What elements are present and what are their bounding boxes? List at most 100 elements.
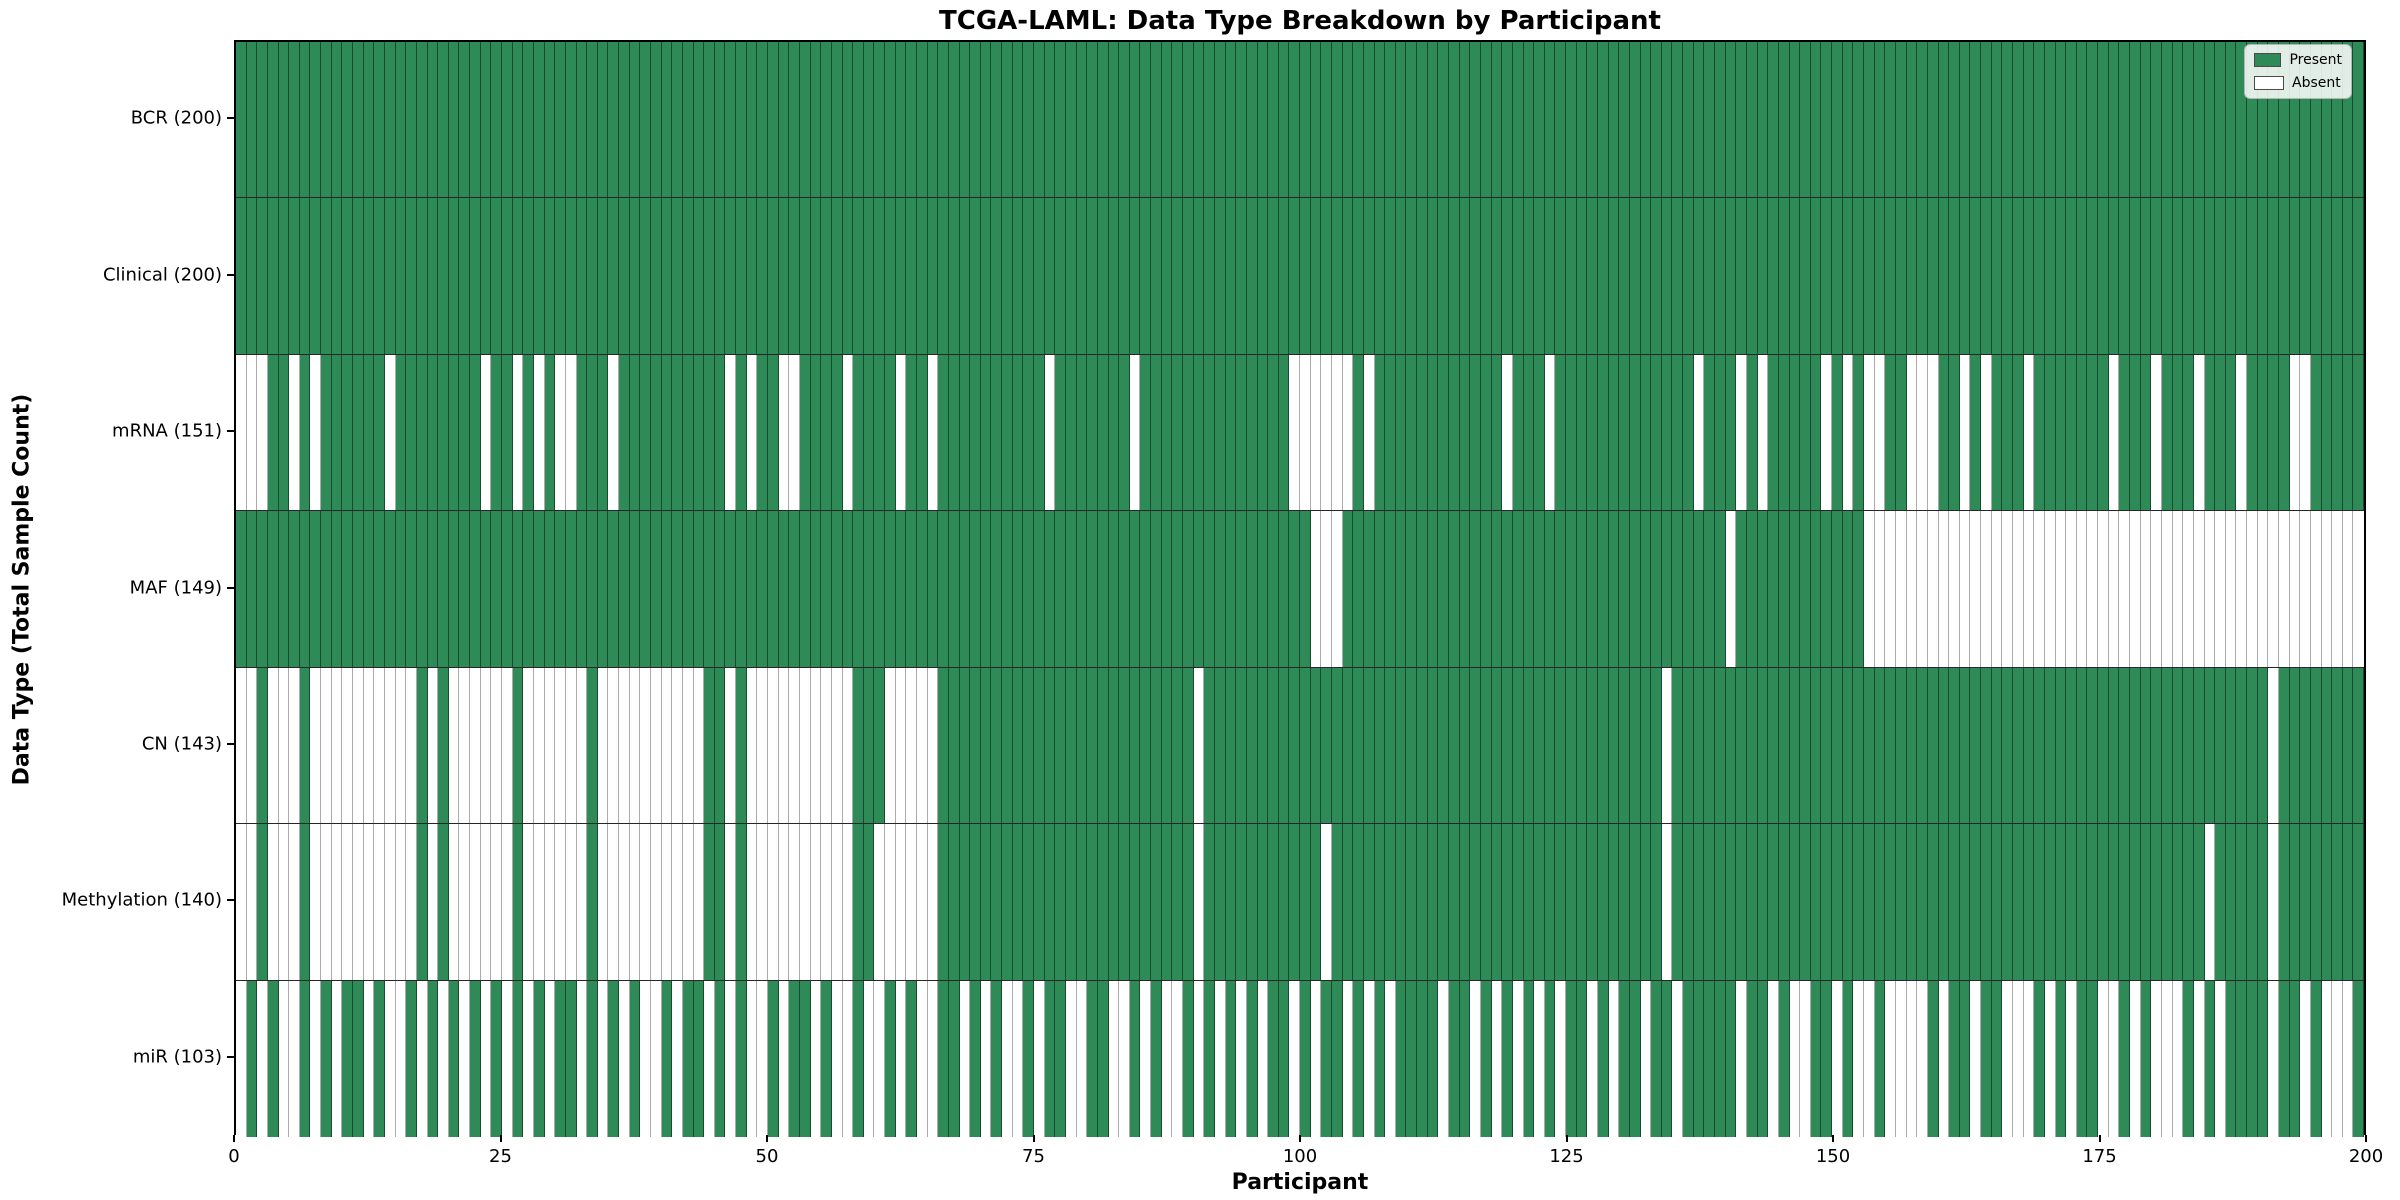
heatmap-cell: [980, 667, 992, 824]
heatmap-cell: [2183, 667, 2194, 824]
heatmap-cell: [1736, 354, 1747, 511]
heatmap-cell: [1661, 198, 1673, 354]
heatmap-cell: [1587, 980, 1598, 1137]
heatmap-cell: [1938, 980, 1950, 1137]
heatmap-cell: [2204, 824, 2216, 980]
heatmap-cell: [1151, 198, 1162, 354]
heatmap-cell: [1853, 667, 1865, 824]
heatmap-cell: [1044, 198, 1056, 354]
heatmap-cell: [1640, 198, 1652, 354]
heatmap-cell: [1853, 824, 1865, 980]
heatmap-cell: [1321, 42, 1332, 198]
heatmap-cell: [1342, 354, 1354, 511]
heatmap-cell: [1108, 198, 1120, 354]
heatmap-cell: [1544, 511, 1556, 667]
heatmap-cell: [661, 824, 673, 980]
heatmap-cell: [842, 354, 854, 511]
heatmap-cell: [1544, 824, 1556, 980]
heatmap-cell: [895, 354, 907, 511]
heatmap-cell: [331, 511, 343, 667]
heatmap-cell: [608, 667, 620, 824]
heatmap-cell: [2289, 980, 2301, 1137]
heatmap-cell: [1193, 198, 1205, 354]
heatmap-cell: [927, 42, 939, 198]
heatmap-cell: [1023, 824, 1035, 980]
heatmap-cell: [1502, 511, 1513, 667]
heatmap-cell: [1704, 198, 1716, 354]
heatmap-cell: [2289, 511, 2301, 667]
heatmap-cell: [1981, 980, 1992, 1137]
heatmap-cell: [1949, 42, 1960, 198]
heatmap-cell: [1427, 980, 1439, 1137]
heatmap-cell: [1395, 667, 1407, 824]
heatmap-cell: [2119, 42, 2131, 198]
heatmap-cell: [1470, 824, 1481, 980]
heatmap-cell: [1097, 511, 1109, 667]
y-tick-mark: [227, 273, 234, 276]
heatmap-cell: [1459, 42, 1471, 198]
heatmap-cell: [704, 198, 715, 354]
heatmap-cell: [927, 198, 939, 354]
heatmap-cell: [2002, 198, 2013, 354]
heatmap-cell: [1938, 824, 1950, 980]
heatmap-cell: [842, 667, 854, 824]
heatmap-cell: [1321, 667, 1332, 824]
heatmap-cell: [1821, 667, 1833, 824]
heatmap-cell: [1257, 824, 1269, 980]
heatmap-cell: [427, 980, 439, 1137]
heatmap-cell: [1672, 980, 1684, 1137]
legend-present-label: Present: [2289, 52, 2342, 68]
heatmap-cell: [1864, 42, 1875, 198]
heatmap-cell: [991, 667, 1003, 824]
heatmap-cell: [1874, 667, 1886, 824]
heatmap-cell: [1183, 511, 1194, 667]
heatmap-cell: [502, 980, 513, 1137]
heatmap-cell: [1512, 354, 1524, 511]
heatmap-cell: [1363, 511, 1375, 667]
heatmap-cell: [1895, 42, 1907, 198]
heatmap-cell: [2353, 511, 2364, 667]
heatmap-cell: [1991, 511, 2003, 667]
heatmap-cell: [1874, 980, 1886, 1137]
heatmap-cell: [1959, 667, 1971, 824]
heatmap-cell: [1289, 198, 1301, 354]
heatmap-cell: [2076, 511, 2088, 667]
heatmap-cell: [704, 667, 715, 824]
heatmap-cell: [2310, 511, 2322, 667]
heatmap-cell: [1183, 980, 1194, 1137]
heatmap-cell: [2289, 824, 2301, 980]
heatmap-cell: [289, 42, 300, 198]
heatmap-cell: [374, 824, 385, 980]
heatmap-cell: [640, 354, 651, 511]
heatmap-cell: [1991, 824, 2003, 980]
heatmap-cell: [799, 667, 811, 824]
heatmap-cell: [1576, 980, 1588, 1137]
heatmap-cell: [1810, 198, 1822, 354]
heatmap-cell: [2342, 667, 2354, 824]
heatmap-cell: [853, 42, 864, 198]
heatmap-cell: [2342, 354, 2354, 511]
heatmap-cell: [650, 198, 662, 354]
heatmap-cell: [746, 42, 758, 198]
heatmap-cell: [1406, 824, 1418, 980]
heatmap-cell: [1927, 824, 1939, 980]
heatmap-cell: [1640, 980, 1652, 1137]
heatmap-cell: [757, 198, 769, 354]
heatmap-row-MAF: [236, 511, 2364, 668]
heatmap-cell: [704, 824, 715, 980]
heatmap-cell: [1246, 511, 1258, 667]
heatmap-cell: [416, 980, 428, 1137]
heatmap-cell: [1097, 980, 1109, 1137]
heatmap-cell: [1108, 354, 1120, 511]
heatmap-cell: [2034, 824, 2045, 980]
heatmap-cell: [342, 198, 354, 354]
heatmap-cell: [2055, 198, 2067, 354]
heatmap-cell: [2215, 354, 2226, 511]
heatmap-cell: [416, 511, 428, 667]
heatmap-cell: [2172, 198, 2184, 354]
heatmap-cell: [1970, 354, 1982, 511]
heatmap-cell: [608, 980, 620, 1137]
heatmap-cell: [1374, 354, 1386, 511]
heatmap-cell: [2321, 198, 2333, 354]
